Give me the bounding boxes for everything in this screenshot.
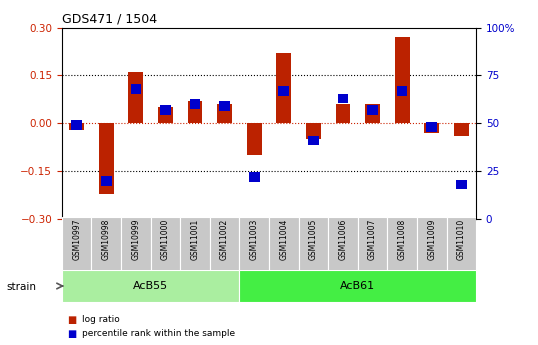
Bar [188, 101, 202, 123]
Bar [336, 104, 350, 123]
Bar [101, 176, 111, 186]
Bar [424, 123, 439, 133]
Text: GSM10997: GSM10997 [72, 219, 81, 260]
Bar [279, 86, 289, 96]
Text: GSM11010: GSM11010 [457, 219, 466, 260]
Text: GSM11006: GSM11006 [338, 219, 348, 260]
Bar [299, 217, 328, 271]
Bar [190, 99, 200, 109]
Text: ■: ■ [67, 329, 76, 338]
Bar [129, 72, 143, 123]
Bar [277, 53, 291, 123]
Bar [151, 217, 180, 271]
Bar [180, 217, 210, 271]
Bar [454, 123, 469, 136]
Bar [456, 180, 466, 189]
Bar [249, 172, 259, 182]
Bar [158, 107, 173, 123]
Text: GSM10998: GSM10998 [102, 219, 111, 260]
Bar [306, 123, 321, 139]
Bar [91, 217, 121, 271]
Bar [328, 217, 358, 271]
Bar [247, 123, 261, 155]
Bar [62, 217, 91, 271]
Text: GDS471 / 1504: GDS471 / 1504 [62, 12, 157, 25]
Bar [69, 123, 84, 130]
Text: percentile rank within the sample: percentile rank within the sample [82, 329, 236, 338]
Bar [62, 270, 239, 302]
Bar [427, 122, 437, 132]
Bar [239, 270, 476, 302]
Text: log ratio: log ratio [82, 315, 120, 324]
Bar [358, 217, 387, 271]
Bar [217, 104, 232, 123]
Text: GSM11002: GSM11002 [220, 219, 229, 260]
Bar [121, 217, 151, 271]
Text: strain: strain [6, 282, 37, 292]
Bar [99, 123, 114, 194]
Bar [220, 101, 230, 111]
Text: GSM11000: GSM11000 [161, 219, 170, 260]
Text: GSM11007: GSM11007 [368, 219, 377, 260]
Bar [269, 217, 299, 271]
Text: GSM11001: GSM11001 [190, 219, 200, 260]
Bar [447, 217, 476, 271]
Text: AcB55: AcB55 [133, 281, 168, 291]
Text: GSM11008: GSM11008 [398, 219, 407, 260]
Bar [387, 217, 417, 271]
Bar [72, 120, 82, 130]
Bar [338, 93, 348, 103]
Bar [397, 86, 407, 96]
Bar [367, 105, 378, 115]
Text: GSM11009: GSM11009 [427, 219, 436, 260]
Text: GSM10999: GSM10999 [131, 219, 140, 260]
Bar [308, 136, 318, 145]
Text: GSM11005: GSM11005 [309, 219, 318, 260]
Bar [395, 37, 409, 123]
Text: ■: ■ [67, 315, 76, 325]
Bar [160, 105, 171, 115]
Bar [239, 217, 269, 271]
Bar [210, 217, 239, 271]
Text: GSM11003: GSM11003 [250, 219, 259, 260]
Text: GSM11004: GSM11004 [279, 219, 288, 260]
Bar [365, 104, 380, 123]
Text: AcB61: AcB61 [340, 281, 376, 291]
Bar [131, 84, 141, 93]
Bar [417, 217, 447, 271]
